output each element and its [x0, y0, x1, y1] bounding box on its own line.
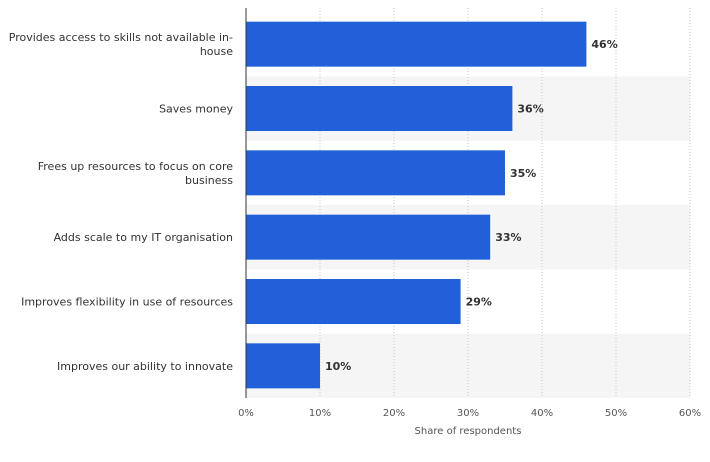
- category-label: Frees up resources to focus on core: [38, 160, 233, 173]
- value-labels: 46% 36% 35% 33% 29% 10%: [325, 38, 618, 373]
- x-tick-label: 40%: [531, 408, 553, 419]
- bar-value-label: 35%: [510, 167, 536, 180]
- category-label: Improves our ability to innovate: [57, 360, 233, 373]
- x-tick-label: 50%: [605, 408, 627, 419]
- bar-value-label: 10%: [325, 360, 351, 373]
- category-label: Provides access to skills not available …: [9, 31, 233, 44]
- bar[interactable]: [246, 21, 587, 67]
- bar[interactable]: [246, 150, 505, 196]
- category-label: business: [185, 174, 233, 187]
- bar[interactable]: [246, 343, 320, 389]
- bar[interactable]: [246, 86, 513, 131]
- x-tick-label: 10%: [309, 408, 331, 419]
- category-labels: Provides access to skills not available …: [9, 31, 234, 373]
- category-label: house: [200, 45, 233, 58]
- x-tick-label: 0%: [238, 408, 254, 419]
- x-tick-label: 60%: [679, 408, 701, 419]
- bar-value-label: 36%: [517, 103, 543, 116]
- bars: [246, 21, 587, 389]
- x-tick-label: 30%: [457, 408, 479, 419]
- bar[interactable]: [246, 214, 491, 260]
- bar-value-label: 46%: [591, 38, 617, 51]
- category-label: Saves money: [159, 103, 233, 116]
- gridlines: [319, 8, 691, 398]
- x-axis-ticks: 0% 10% 20% 30% 40% 50% 60%: [238, 408, 701, 419]
- category-label: Improves flexibility in use of resources: [21, 296, 233, 309]
- x-tick-label: 20%: [383, 408, 405, 419]
- category-label: Adds scale to my IT organisation: [54, 231, 233, 244]
- bar[interactable]: [246, 279, 461, 324]
- bar-value-label: 33%: [495, 231, 521, 244]
- x-axis-title: Share of respondents: [415, 426, 522, 437]
- bar-value-label: 29%: [466, 296, 492, 309]
